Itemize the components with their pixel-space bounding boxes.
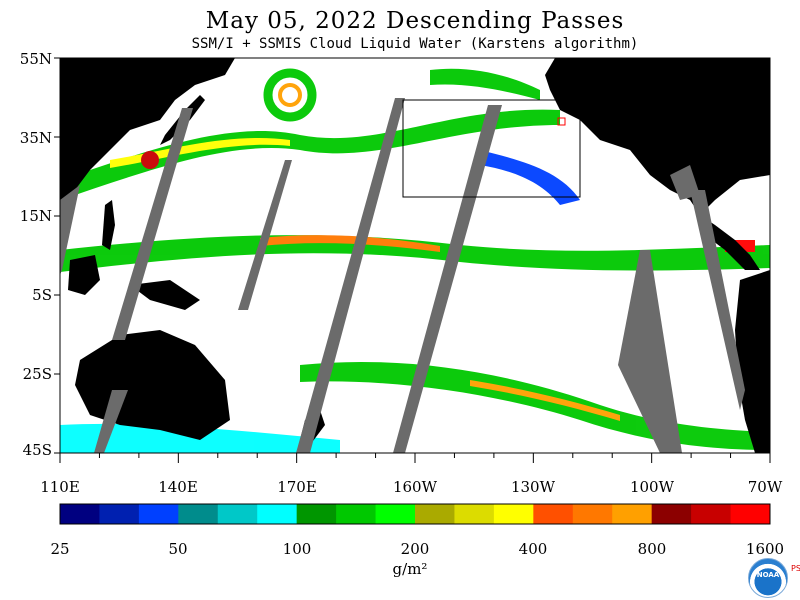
swath-gap-9 xyxy=(670,165,700,200)
noaa-logo-text: NOAA xyxy=(756,571,780,579)
axis-ticks xyxy=(54,57,771,463)
colorbar-swatch xyxy=(99,504,140,524)
colorbar-label-50: 50 xyxy=(168,540,188,558)
cloud-band-itcz xyxy=(60,235,770,272)
colorbar-swatch xyxy=(415,504,455,524)
cloud-band-east-pacific xyxy=(480,150,580,205)
land-north-america xyxy=(545,58,770,215)
lat-label-25s: 25S xyxy=(22,365,52,383)
map-subtitle: SSM/I + SSMIS Cloud Liquid Water (Karste… xyxy=(191,36,639,52)
cloud-band-north-pacific xyxy=(60,109,560,200)
colorbar xyxy=(60,504,771,524)
swath-gap-8 xyxy=(690,190,745,410)
lat-label-35n: 35N xyxy=(19,129,52,147)
colorbar-label-1600: 1600 xyxy=(745,540,785,558)
cloud-band-north-pacific-core xyxy=(110,138,290,168)
colorbar-swatch xyxy=(651,504,692,524)
land-borneo xyxy=(68,255,100,295)
lat-label-55n: 55N xyxy=(19,50,52,68)
colorbar-label-800: 800 xyxy=(637,540,667,558)
noaa-logo: NOAA xyxy=(748,558,788,598)
colorbar-swatch xyxy=(375,504,416,524)
colorbar-swatch xyxy=(178,504,219,524)
colorbar-label-25: 25 xyxy=(50,540,70,558)
swath-gap-7 xyxy=(618,250,682,453)
colorbar-frame xyxy=(59,503,771,525)
colorbar-swatch xyxy=(691,504,732,524)
colorbar-swatch xyxy=(533,504,574,524)
colorbar-swatch xyxy=(572,504,613,524)
land-south-america xyxy=(735,270,770,453)
swath-gap-1 xyxy=(60,185,80,275)
land-philippines xyxy=(102,200,115,250)
station-marker xyxy=(557,117,566,126)
colorbar-swatch xyxy=(257,504,298,524)
swath-gap-4 xyxy=(238,160,292,310)
colorbar-swatch xyxy=(454,504,495,524)
land-new-guinea xyxy=(130,280,200,310)
colorbar-label-200: 200 xyxy=(400,540,430,558)
swath-gap-5 xyxy=(296,98,405,453)
lat-label-5s: 5S xyxy=(32,286,52,304)
colorbar-swatch xyxy=(493,504,534,524)
cloud-band-itcz-core xyxy=(260,235,440,252)
lon-label-100w: 100W xyxy=(629,478,675,496)
map-title: May 05, 2022 Descending Passes xyxy=(205,8,625,34)
colorbar-swatch xyxy=(336,504,377,524)
heavy-cloud-east-asia xyxy=(141,151,159,169)
lat-label-15n: 15N xyxy=(19,207,52,225)
colorbar-label-100: 100 xyxy=(282,540,312,558)
swath-gap-3 xyxy=(94,390,128,453)
cloud-band-south-pacific-core xyxy=(470,380,620,421)
region-box xyxy=(402,99,581,198)
psl-mark: PSL xyxy=(791,564,800,573)
lon-label-110e: 110E xyxy=(40,478,80,496)
colorbar-swatch xyxy=(217,504,258,524)
swath-gap-2 xyxy=(112,108,193,340)
cloud-cell-gulf-of-alaska xyxy=(430,68,540,100)
storm-system-north xyxy=(263,68,317,122)
colorbar-swatch xyxy=(612,504,653,524)
colorbar-swatch xyxy=(730,504,771,524)
no-data-swaths xyxy=(60,98,745,453)
lon-label-70w: 70W xyxy=(747,478,783,496)
colorbar-swatch xyxy=(60,504,100,524)
swath-gap-6 xyxy=(393,105,502,453)
lon-label-140e: 140E xyxy=(158,478,198,496)
lon-label-130w: 130W xyxy=(510,478,556,496)
land-asia xyxy=(60,58,235,240)
lon-label-160w: 160W xyxy=(392,478,438,496)
colorbar-label-400: 400 xyxy=(518,540,548,558)
colorbar-unit: g/m² xyxy=(392,560,428,578)
storm-system-north-core xyxy=(278,83,302,107)
colorbar-swatch xyxy=(138,504,179,524)
lat-label-45s: 45S xyxy=(22,441,52,459)
colorbar-swatch xyxy=(296,504,337,524)
land-central-america xyxy=(700,215,760,270)
lon-label-170e: 170E xyxy=(277,478,317,496)
